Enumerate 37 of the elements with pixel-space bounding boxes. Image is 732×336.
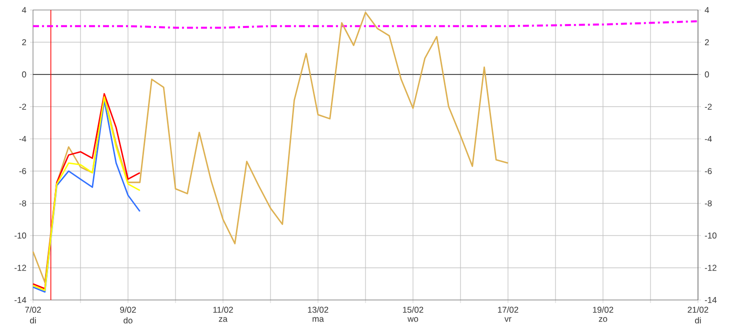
- line-series: [32, 12, 509, 283]
- y-tick-label: 0: [22, 71, 26, 78]
- y2-tick-label: -6: [704, 168, 712, 174]
- y-tick-label: -2: [19, 104, 26, 110]
- x-tick-label: 11/02: [213, 306, 233, 313]
- y-tick-label: 2: [22, 39, 26, 46]
- text: zo: [598, 317, 608, 322]
- text: di: [695, 317, 701, 324]
- y-tick-label: -10: [14, 232, 26, 239]
- x-tick-label: 17/02: [498, 306, 518, 313]
- x-tick-label: 21/02: [688, 306, 708, 313]
- y2-tick-label: 0: [704, 71, 709, 78]
- text: wo: [408, 317, 418, 322]
- x-tick-label: 15/02: [403, 306, 424, 313]
- y2-tick-label: -2: [704, 104, 712, 110]
- y-tick-label: -12: [14, 264, 26, 271]
- y2-tick-label: -10: [704, 232, 716, 239]
- text: di: [30, 317, 36, 324]
- y2-tick-label: 4: [704, 7, 710, 13]
- y-tick-label: -4: [19, 136, 26, 142]
- text: za: [218, 317, 228, 322]
- x-tick-label: 7/02: [25, 306, 41, 313]
- y2-tick-label: -12: [704, 264, 716, 271]
- y-tick-label: -6: [19, 168, 26, 174]
- y2-tick-label: -14: [704, 297, 717, 303]
- x-tick-label: 9/02: [120, 306, 136, 313]
- y2-tick-label: -4: [704, 136, 712, 142]
- text: vr: [504, 317, 512, 322]
- y2-tick-label: 2: [704, 39, 709, 46]
- x-tick-label: 13/02: [308, 306, 328, 313]
- y-tick-label: -8: [19, 200, 26, 206]
- x-tick-label: 19/02: [593, 306, 614, 313]
- y-tick-label: -14: [14, 297, 26, 303]
- text: ma: [312, 317, 324, 322]
- y-tick-label: 4: [22, 7, 26, 13]
- text: do: [124, 317, 132, 324]
- y2-tick-label: -8: [704, 200, 712, 206]
